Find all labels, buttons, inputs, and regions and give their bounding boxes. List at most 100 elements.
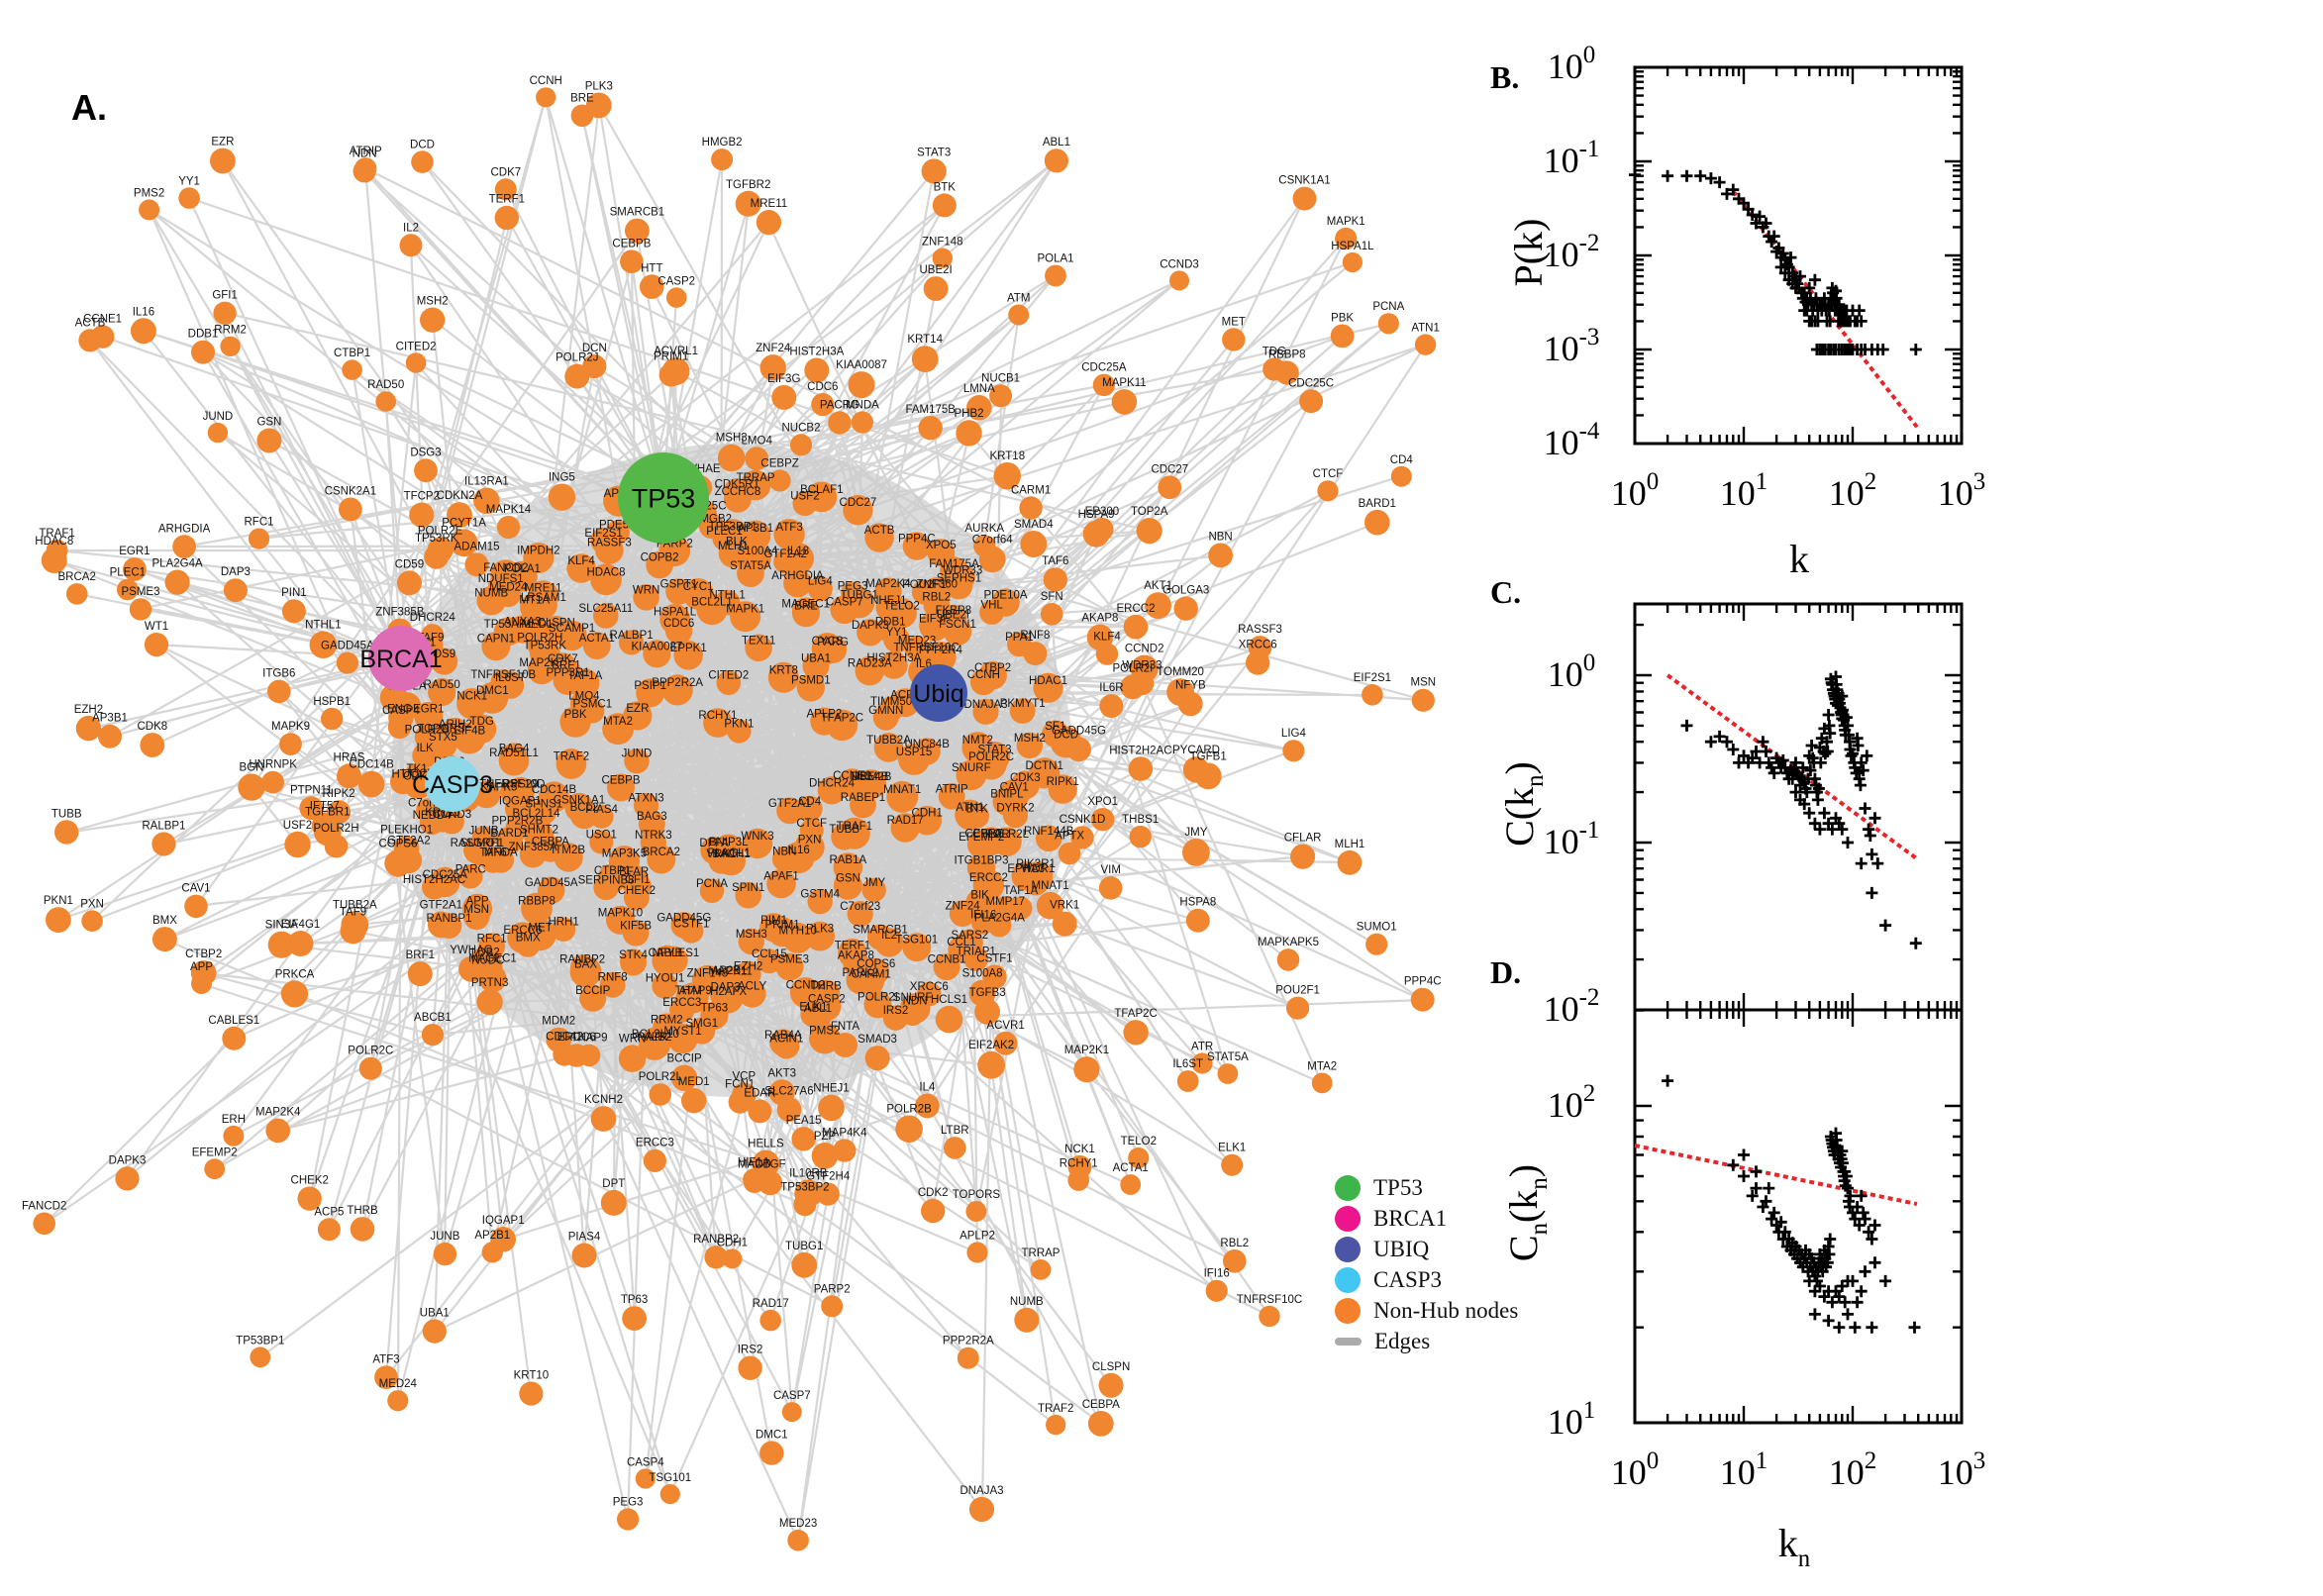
gene-node[interactable] <box>1023 642 1048 666</box>
gene-node[interactable] <box>670 1064 698 1092</box>
gene-node[interactable] <box>681 1088 707 1114</box>
gene-node[interactable] <box>796 795 823 822</box>
gene-node[interactable] <box>250 1347 271 1368</box>
gene-node[interactable] <box>414 701 444 731</box>
gene-node[interactable] <box>1208 543 1233 568</box>
gene-node[interactable] <box>961 732 994 763</box>
gene-node[interactable] <box>966 853 996 882</box>
gene-node[interactable] <box>1286 996 1310 1020</box>
gene-node[interactable] <box>923 276 949 301</box>
gene-node[interactable] <box>53 820 79 845</box>
gene-node[interactable] <box>1045 264 1066 287</box>
gene-node[interactable] <box>882 1005 909 1031</box>
gene-node[interactable] <box>966 1242 988 1263</box>
gene-node[interactable] <box>1123 1020 1149 1046</box>
gene-node[interactable] <box>494 205 519 231</box>
gene-node[interactable] <box>450 529 478 557</box>
gene-node[interactable] <box>1044 149 1068 173</box>
gene-node[interactable] <box>81 910 103 932</box>
gene-node[interactable] <box>1123 614 1149 640</box>
gene-node[interactable] <box>748 1099 772 1124</box>
gene-node[interactable] <box>65 583 88 605</box>
gene-node[interactable] <box>1414 334 1437 355</box>
gene-node[interactable] <box>703 708 733 738</box>
gene-node[interactable] <box>327 800 352 825</box>
gene-node[interactable] <box>619 630 645 655</box>
gene-node[interactable] <box>670 912 698 939</box>
gene-node[interactable] <box>812 991 842 1022</box>
gene-node[interactable] <box>833 1139 857 1162</box>
gene-node[interactable] <box>521 892 553 925</box>
gene-node[interactable] <box>991 588 1020 617</box>
gene-node[interactable] <box>915 1093 940 1119</box>
gene-node[interactable] <box>809 1022 841 1054</box>
gene-node[interactable] <box>1035 825 1062 852</box>
gene-node[interactable] <box>589 830 614 854</box>
gene-node[interactable] <box>851 411 874 434</box>
gene-node[interactable] <box>741 520 771 550</box>
gene-node[interactable] <box>1177 691 1203 717</box>
gene-node[interactable] <box>935 1005 963 1034</box>
gene-node[interactable] <box>745 447 769 471</box>
gene-node[interactable] <box>409 502 435 528</box>
gene-node[interactable] <box>605 520 630 545</box>
gene-node[interactable] <box>776 1097 802 1122</box>
gene-node[interactable] <box>1299 389 1324 414</box>
gene-node[interactable] <box>508 615 537 644</box>
gene-node[interactable] <box>430 866 460 898</box>
gene-node[interactable] <box>115 1166 140 1191</box>
gene-node[interactable] <box>284 831 311 858</box>
gene-node[interactable] <box>636 678 665 708</box>
gene-node[interactable] <box>1098 1372 1124 1398</box>
gene-node[interactable] <box>625 218 650 244</box>
gene-node[interactable] <box>756 210 782 236</box>
gene-node[interactable] <box>717 444 746 472</box>
gene-node[interactable] <box>207 422 229 444</box>
gene-node[interactable] <box>1364 509 1390 536</box>
gene-node[interactable] <box>78 329 102 352</box>
gene-node[interactable] <box>140 733 165 757</box>
gene-node[interactable] <box>921 158 947 184</box>
gene-node[interactable] <box>744 545 771 572</box>
gene-node[interactable] <box>428 678 456 707</box>
gene-node[interactable] <box>1128 1147 1150 1169</box>
gene-node[interactable] <box>350 1217 375 1242</box>
gene-node[interactable] <box>1182 839 1210 866</box>
gene-node[interactable] <box>620 249 644 273</box>
gene-node[interactable] <box>1091 808 1115 832</box>
gene-node[interactable] <box>309 631 338 658</box>
gene-node[interactable] <box>622 920 650 947</box>
gene-node[interactable] <box>556 748 587 779</box>
gene-node[interactable] <box>735 881 761 909</box>
gene-node[interactable] <box>564 363 590 389</box>
gene-node[interactable] <box>1185 908 1210 933</box>
gene-node[interactable] <box>213 301 237 325</box>
gene-node[interactable] <box>600 1189 627 1216</box>
gene-node[interactable] <box>833 852 863 882</box>
gene-node[interactable] <box>464 552 489 577</box>
gene-node[interactable] <box>337 763 361 789</box>
gene-node[interactable] <box>1130 671 1155 696</box>
gene-node[interactable] <box>411 150 434 173</box>
gene-node[interactable] <box>846 965 875 995</box>
gene-node[interactable] <box>1111 389 1138 415</box>
gene-node[interactable] <box>1002 803 1029 829</box>
gene-node[interactable] <box>883 626 910 653</box>
gene-node[interactable] <box>793 1193 817 1217</box>
gene-node[interactable] <box>673 641 703 670</box>
gene-node[interactable] <box>396 570 422 596</box>
gene-node[interactable] <box>767 661 799 693</box>
gene-node[interactable] <box>463 837 491 864</box>
gene-node[interactable] <box>943 617 972 646</box>
gene-node[interactable] <box>940 556 968 586</box>
gene-node[interactable] <box>649 1083 672 1106</box>
gene-node[interactable] <box>144 633 169 657</box>
gene-node[interactable] <box>1036 891 1064 920</box>
gene-node[interactable] <box>1073 1056 1100 1083</box>
gene-node[interactable] <box>742 828 773 859</box>
gene-node[interactable] <box>280 980 309 1008</box>
gene-node[interactable] <box>33 1212 55 1236</box>
gene-node[interactable] <box>659 1484 680 1505</box>
gene-node[interactable] <box>830 595 859 625</box>
gene-node[interactable] <box>848 371 875 399</box>
